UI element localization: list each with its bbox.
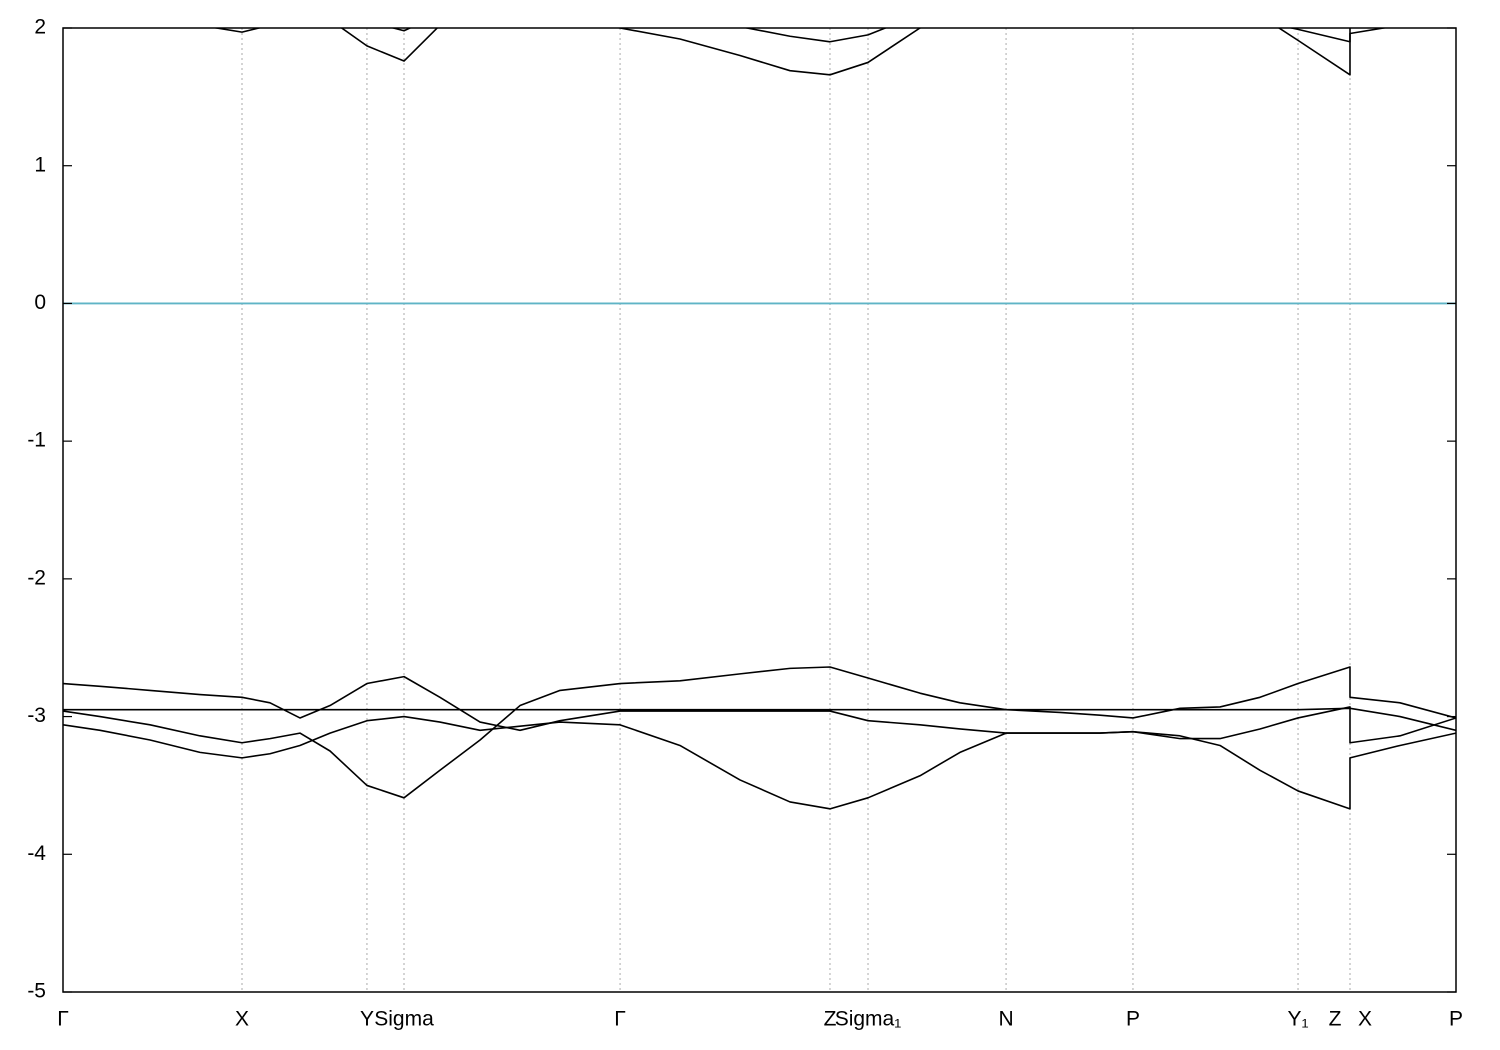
x-tick-label: Γ	[57, 1008, 69, 1031]
x-tick-label: Z	[824, 1008, 837, 1031]
x-tick-label: X	[1358, 1008, 1372, 1031]
plot-frame	[62, 27, 1457, 993]
x-tick-label: N	[998, 1008, 1013, 1031]
x-tick-label: Y	[360, 1008, 374, 1031]
y-tick-label: -2	[27, 566, 46, 589]
bands	[63, 28, 1456, 810]
y-tick-label: -4	[27, 842, 46, 865]
band-line	[211, 28, 1389, 76]
band-line	[63, 715, 1456, 810]
x-tick-label: P	[1126, 1008, 1140, 1031]
band-line	[63, 675, 1456, 744]
y-tick-label: -3	[27, 704, 46, 727]
y-tick-label: 1	[34, 153, 46, 176]
x-tick-label: Sigma	[374, 1008, 434, 1031]
y-tick-label: 2	[34, 16, 46, 39]
x-tick-label: Sigma₁	[835, 1008, 902, 1031]
x-tick-label: P	[1449, 1008, 1463, 1031]
x-tick-label: Y₁	[1287, 1008, 1308, 1031]
y-tick-label: 0	[34, 291, 46, 314]
band-line	[63, 707, 1456, 732]
band-line	[390, 28, 1351, 43]
x-tick-label: X	[235, 1008, 249, 1031]
y-tick-label: -1	[27, 429, 46, 452]
band-line	[63, 666, 1456, 799]
y-tick-label: -5	[27, 980, 46, 1003]
x-tick-label: Z	[1329, 1008, 1342, 1031]
x-tick-label: Γ	[614, 1008, 626, 1031]
